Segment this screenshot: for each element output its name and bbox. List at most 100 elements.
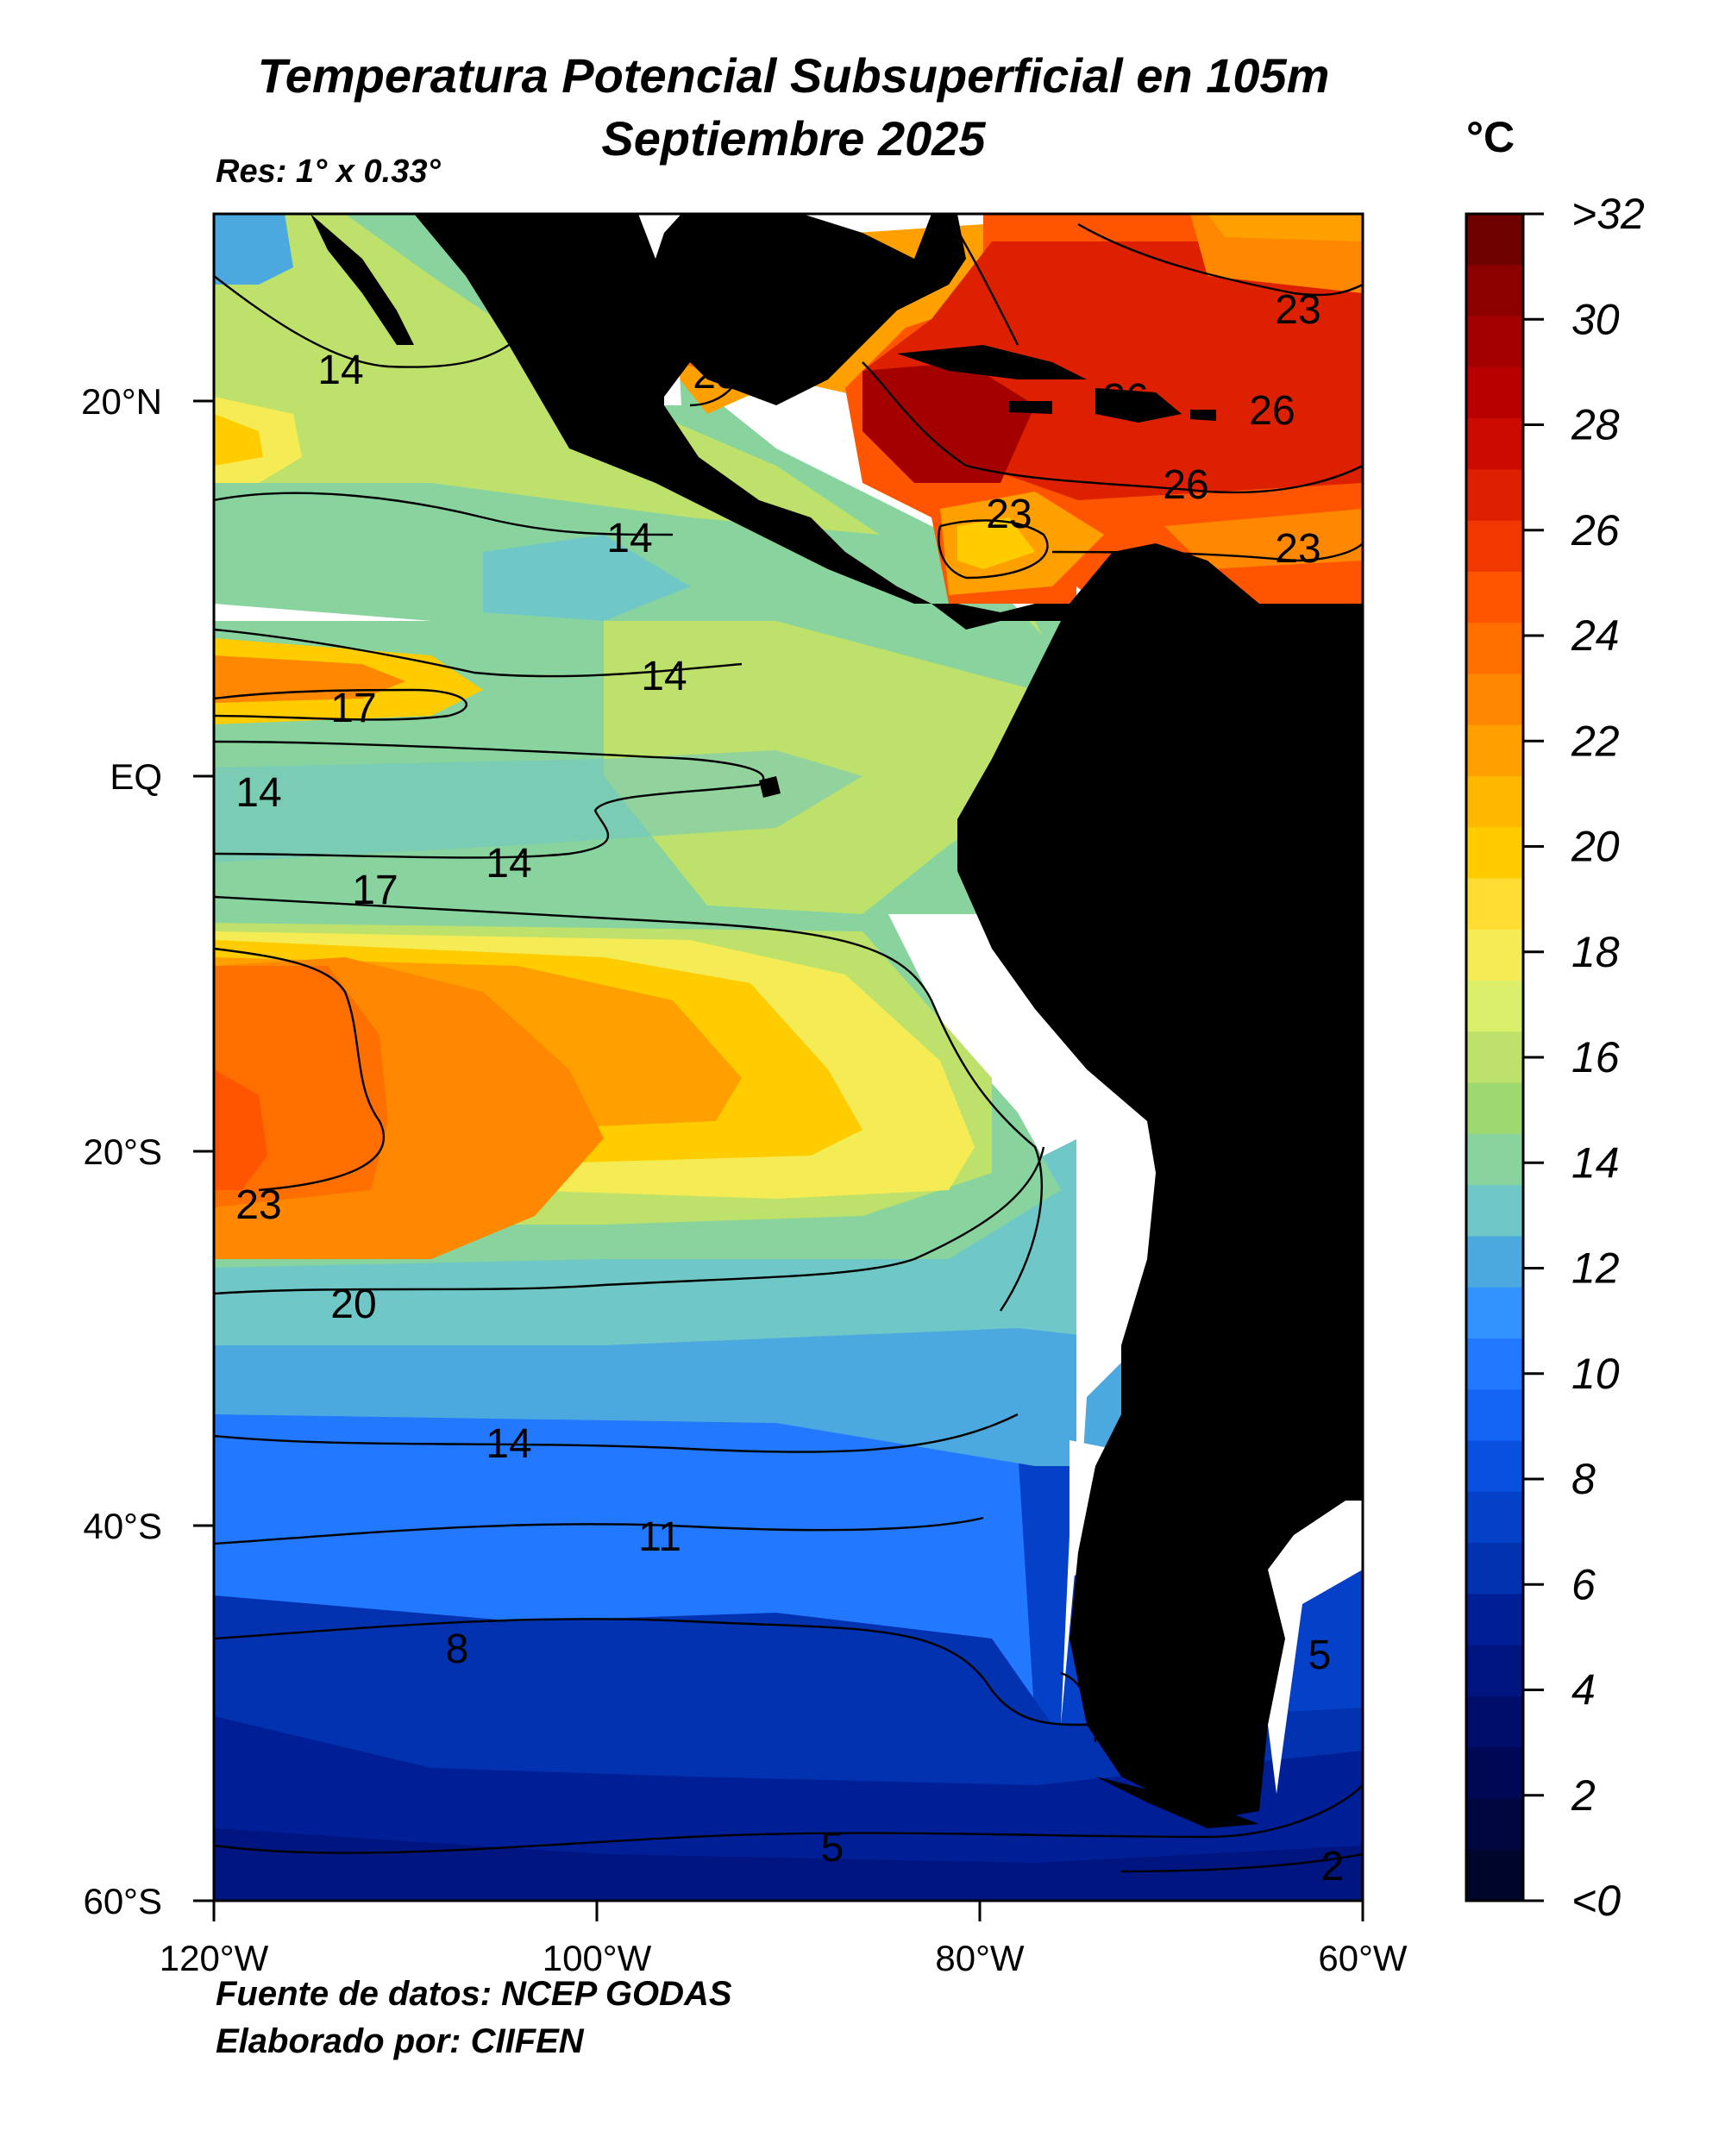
cuba-island <box>897 345 1087 379</box>
eq-cool-patch <box>214 750 862 862</box>
colorbar-segment <box>1466 1747 1523 1800</box>
colorbar-label: 22 <box>1571 717 1620 765</box>
contour-label: 20 <box>787 238 833 284</box>
jamaica-island <box>1009 401 1052 414</box>
colorbar-segment <box>1466 981 1523 1032</box>
galapagos-islands <box>759 776 781 798</box>
colorbar-segment <box>1466 1287 1523 1339</box>
colorbar-segment <box>1466 571 1523 624</box>
colorbar-segment <box>1466 1849 1523 1902</box>
colorbar-label: 6 <box>1571 1560 1596 1608</box>
colorbar-segment <box>1466 1645 1523 1697</box>
x-tick-label: 100°W <box>543 1938 652 1978</box>
band-2-4 <box>214 1828 1363 1901</box>
contour-label: 14 <box>486 841 531 887</box>
contour-20-gulf <box>706 244 865 312</box>
temperature-field <box>214 214 1363 1901</box>
colorbar-label: 10 <box>1571 1350 1620 1398</box>
colorbar-label: 16 <box>1571 1033 1620 1081</box>
colorbar-segment <box>1466 929 1523 981</box>
npac-cold-corner <box>214 214 293 285</box>
contour-label: 8 <box>446 1626 469 1672</box>
contour-label: 5 <box>1308 1633 1332 1678</box>
contour-20 <box>213 1146 1045 1295</box>
colorbar-label: 2 <box>1571 1771 1596 1820</box>
resolution-label: Res: 1° x 0.33° <box>216 154 441 190</box>
contour-14-north <box>213 275 510 368</box>
y-axis <box>193 399 214 1902</box>
contour-23-atl-s <box>1051 542 1364 562</box>
colorbar-segment <box>1466 520 1523 573</box>
colorbar-label: 20 <box>1571 823 1620 871</box>
colorbar-segment <box>1466 776 1523 828</box>
carib-hot-core <box>862 362 1035 483</box>
colorbar-segment <box>1466 623 1523 675</box>
americas-landmass <box>310 214 1363 1820</box>
colorbar-segment <box>1466 1338 1523 1390</box>
contour-14-eq <box>213 740 765 859</box>
colorbar-segment <box>1466 214 1523 266</box>
colorbar-label: 18 <box>1571 928 1620 976</box>
x-tick-label: 80°W <box>935 1938 1025 1978</box>
puerto-rico-island <box>1190 410 1216 421</box>
contour-23-atl <box>1077 222 1364 297</box>
colorbar-segment <box>1466 469 1523 522</box>
contour-14-eq-n <box>213 628 743 678</box>
colorbar-segment <box>1466 1236 1523 1288</box>
data-source: Fuente de datos: NCEP GODAS <box>216 1975 732 2013</box>
colorbar-label: 4 <box>1571 1666 1596 1714</box>
contour-label: 20 <box>330 1282 376 1327</box>
colorbar-label: >32 <box>1571 190 1645 238</box>
tierra-del-fuego <box>1095 1777 1259 1828</box>
contour-label: 23 <box>986 492 1032 537</box>
colorbar-segment <box>1466 674 1523 726</box>
colorbar-labels: >32 30 28 26 24 22 20 18 16 14 12 10 8 6 4 2 <0 <box>1571 190 1645 1925</box>
contour-23-gulf <box>672 316 743 407</box>
colorbar-segment <box>1466 1798 1523 1851</box>
contour-label: 26 <box>1163 462 1208 508</box>
chart-title: Temperatura Potencial Subsuperficial en … <box>257 48 1330 103</box>
chart-subtitle: Septiembre 2025 <box>601 111 986 166</box>
colorbar-segment <box>1466 1594 1523 1646</box>
colorbar-segment <box>1466 1031 1523 1084</box>
contour-14-npac <box>213 492 674 536</box>
colorbar-segment <box>1466 1695 1523 1748</box>
colorbar-label: 28 <box>1571 401 1620 449</box>
contour-label: 5 <box>821 1825 844 1871</box>
contour-23-fl <box>947 215 1019 346</box>
x-tick-label: 120°W <box>160 1938 269 1978</box>
contour-11 <box>213 1516 984 1545</box>
contour-label: 26 <box>1249 388 1295 434</box>
contour-label: 23 <box>235 1182 281 1228</box>
contour-lines <box>213 215 1364 1873</box>
contour-labels: 20 23 23 23 23 26 26 26 14 14 14 17 14 1… <box>235 238 1344 1890</box>
contour-label: 14 <box>606 516 652 561</box>
colorbar-segment <box>1466 878 1523 931</box>
colorbar-segment <box>1466 1133 1523 1186</box>
colorbar-label: 14 <box>1571 1138 1620 1187</box>
x-tick-label: 60°W <box>1318 1938 1408 1978</box>
y-tick-label: 20°S <box>83 1131 162 1172</box>
colorbar-segment <box>1466 316 1523 368</box>
contour-26 <box>862 361 1364 494</box>
missing-coast <box>1000 586 1173 1725</box>
y-tick-labels: 20°N EQ 20°S 40°S 60°S <box>81 381 162 1921</box>
contour-label: 23 <box>1275 287 1320 333</box>
colorbar-label: 8 <box>1571 1455 1596 1503</box>
x-tick-labels: 120°W 100°W 80°W 60°W <box>160 1938 1408 1978</box>
y-tick-label: 40°S <box>83 1506 162 1546</box>
colorbar-label: 12 <box>1571 1244 1620 1293</box>
colorbar-segment <box>1466 1543 1523 1595</box>
colorbar-segment <box>1466 265 1523 317</box>
atl-band2 <box>1208 214 1363 241</box>
contour-label: 14 <box>641 654 687 699</box>
colorbar-label: <0 <box>1571 1877 1621 1925</box>
npac-warm-core <box>214 414 263 466</box>
contour-14-south <box>213 1413 1019 1453</box>
colorbar <box>1465 212 1544 1902</box>
colorbar-label: 26 <box>1571 506 1620 555</box>
credits: Elaborado por: CIIFEN <box>216 2022 584 2060</box>
carib-south-core <box>957 517 1035 569</box>
colorbar-segment <box>1466 1389 1523 1442</box>
